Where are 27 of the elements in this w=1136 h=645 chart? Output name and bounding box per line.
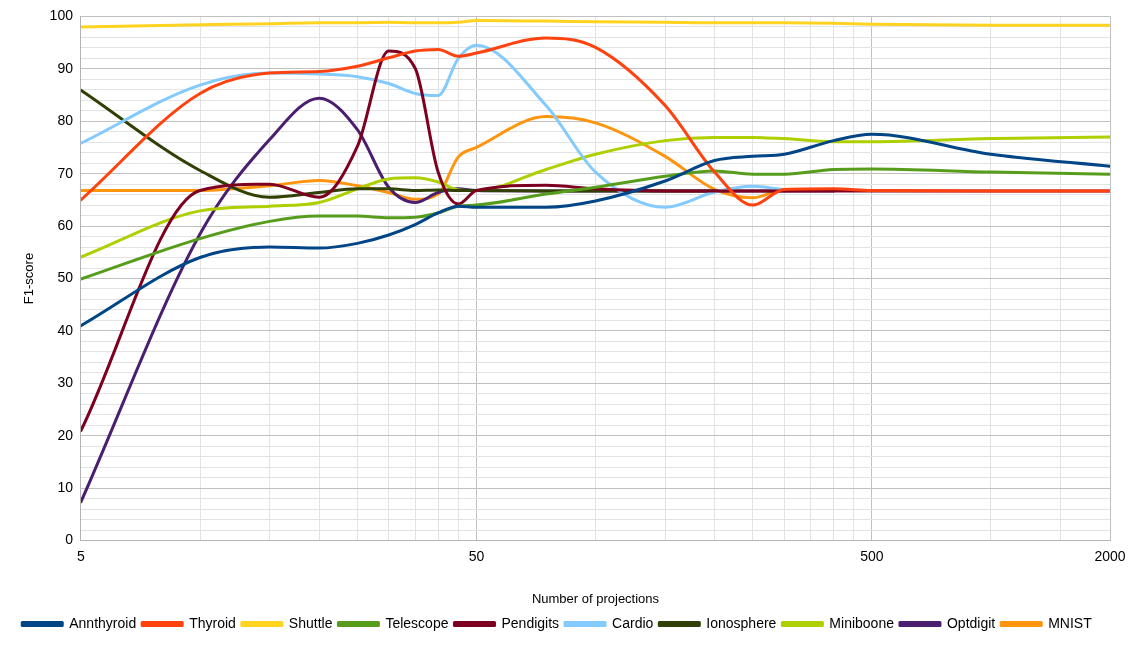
legend-label: Thyroid [189, 614, 236, 631]
y-tick-label: 70 [57, 164, 74, 181]
legend-label: Pendigits [501, 614, 560, 631]
x-tick-label: 500 [860, 547, 884, 564]
legend-label: Optdigit [946, 614, 996, 631]
y-tick-label: 90 [57, 59, 74, 76]
y-tick-label: 0 [65, 531, 74, 548]
legend-label: Telescope [385, 614, 449, 631]
legend-label: Ionosphere [706, 614, 777, 631]
y-tick-label: 10 [57, 479, 74, 496]
legend-label: Cardio [612, 614, 654, 631]
legend-label: Shuttle [288, 614, 333, 631]
y-tick-label: 40 [57, 321, 74, 338]
y-tick-label: 20 [57, 426, 74, 443]
y-tick-label: 100 [49, 7, 74, 24]
x-tick-label: 2000 [1094, 547, 1126, 564]
legend-label: MNIST [1048, 614, 1093, 631]
legend-label: Miniboone [829, 614, 895, 631]
y-tick-label: 60 [57, 216, 74, 233]
y-tick-label: 30 [57, 374, 74, 391]
x-axis-title: Number of projections [531, 590, 660, 606]
y-tick-label: 80 [57, 112, 74, 129]
x-tick-label: 50 [468, 547, 485, 564]
x-tick-label: 5 [77, 547, 86, 564]
legend-label: Annthyroid [69, 614, 137, 631]
y-tick-label: 50 [57, 269, 74, 286]
y-axis-title: F1-score [21, 252, 37, 305]
